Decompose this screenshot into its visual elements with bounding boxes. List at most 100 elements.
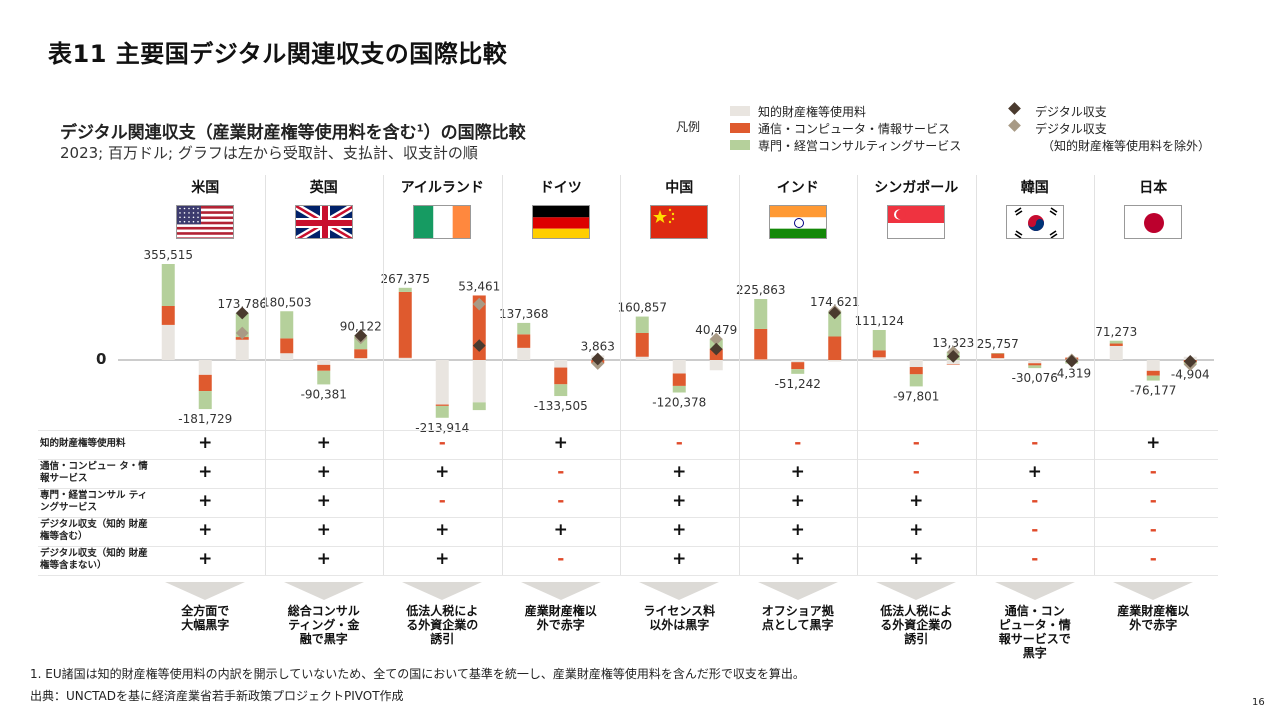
bar-segment <box>909 360 923 368</box>
us-flag-icon <box>176 205 235 239</box>
legend-item-ip: 知的財産権等使用料 <box>758 105 867 119</box>
arrow-down-icon <box>1113 582 1194 600</box>
bar-segment <box>991 353 1005 354</box>
minus-sign: - <box>1031 491 1039 511</box>
plus-sign: + <box>672 549 687 569</box>
bar-segment <box>161 264 175 306</box>
conclusion-line: 産業財産権以 <box>524 604 597 618</box>
arrow-down-icon <box>520 582 601 600</box>
bar-segment <box>398 357 412 360</box>
bar-segment <box>317 360 331 365</box>
data-label: 137,368 <box>499 307 549 321</box>
table-top-separator <box>38 430 1218 431</box>
minus-sign: - <box>1031 520 1039 540</box>
conclusion-line: 通信・コン <box>1004 604 1065 618</box>
bar-segment <box>672 360 686 374</box>
conclusion-line: ピュータ・情 <box>998 618 1071 632</box>
minus-sign: - <box>557 491 565 511</box>
bar-segment <box>635 332 649 357</box>
data-label: 111,124 <box>854 314 904 328</box>
japan-flag-icon <box>1124 205 1183 239</box>
india-flag-icon <box>768 205 827 239</box>
plus-sign: + <box>198 491 213 511</box>
plus-sign: + <box>909 549 924 569</box>
table-row-label: 知的財産権等使用料 <box>40 438 126 449</box>
bar-segment <box>709 360 723 371</box>
table-row-separator <box>38 488 1218 489</box>
country-conclusion: 低法人税によ る外資企業の 誘引 <box>864 604 968 646</box>
legend: 知的財産権等使用料 通信・コンピュータ・情報サービス 専門・経営コンサルティング… <box>730 102 1250 155</box>
country-conclusion: オフショア拠 点として黒字 <box>746 604 850 632</box>
balance-marker-excl <box>235 326 249 340</box>
bar-segment <box>1146 375 1160 381</box>
legend-swatch-ip <box>730 106 750 116</box>
country-name: ドイツ <box>539 180 582 196</box>
bar-segment <box>828 360 842 362</box>
data-label: 90,122 <box>340 320 382 334</box>
plus-sign: + <box>790 549 805 569</box>
source: 出典：UNCTADを基に経済産業省若手新政策プロジェクトPIVOT作成 <box>30 689 404 703</box>
column-separator <box>383 175 384 575</box>
korea-flag-icon <box>1005 205 1064 239</box>
bar-segment <box>1028 363 1042 366</box>
balance-marker-incl <box>235 306 249 320</box>
plus-sign: + <box>672 491 687 511</box>
plus-sign: + <box>316 433 331 453</box>
conclusion-line: 誘引 <box>904 632 929 646</box>
plus-sign: + <box>1027 462 1042 482</box>
minus-sign: - <box>1149 462 1157 482</box>
balance-marker-excl <box>472 297 486 311</box>
data-label: 267,375 <box>380 272 430 286</box>
singapore-flag-icon <box>887 205 946 239</box>
bar-segment <box>398 291 412 358</box>
bar-segment <box>354 358 368 360</box>
data-label: -51,242 <box>775 377 821 391</box>
column-separator <box>1094 175 1095 575</box>
legend-swatch-consulting <box>730 140 750 150</box>
data-label: 173,786 <box>217 297 267 311</box>
minus-sign: - <box>912 433 920 453</box>
bar-segment <box>791 360 805 363</box>
page-title: 表11 主要国デジタル関連収支の国際比較 <box>48 40 508 68</box>
conclusion-line: 報サービスで <box>998 632 1071 646</box>
bar-segment <box>1028 365 1042 369</box>
minus-sign: - <box>1149 520 1157 540</box>
bar-segment <box>1109 345 1123 360</box>
plus-sign: + <box>198 462 213 482</box>
bar-segment <box>517 334 531 348</box>
plus-sign: + <box>1146 433 1161 453</box>
bar-segment <box>909 374 923 387</box>
footnote-ref: 1 <box>416 123 424 135</box>
data-label: 225,863 <box>736 283 786 297</box>
plus-sign: + <box>790 491 805 511</box>
bar-segment <box>198 391 212 410</box>
bar-segment <box>554 367 568 385</box>
plus-sign: + <box>553 433 568 453</box>
data-label: -120,378 <box>652 396 706 410</box>
table-row-separator <box>38 546 1218 547</box>
minus-sign: - <box>1149 549 1157 569</box>
bar-segment <box>754 359 768 360</box>
minus-sign: - <box>438 491 446 511</box>
legend-marker-excl: デジタル収支 <box>1035 122 1107 136</box>
data-label: -133,505 <box>534 399 588 413</box>
data-label: 174,621 <box>810 295 860 309</box>
legend-item-consulting: 専門・経営コンサルティングサービス <box>758 139 962 153</box>
plus-sign: + <box>316 549 331 569</box>
bar-segment <box>754 328 768 360</box>
bar-segment <box>872 357 886 360</box>
country-conclusion: 産業財産権以 外で赤字 <box>1101 604 1205 632</box>
minus-sign: - <box>1149 491 1157 511</box>
arrow-down-icon <box>876 582 957 600</box>
plus-sign: + <box>435 549 450 569</box>
data-label: -76,177 <box>1130 384 1176 398</box>
country-conclusion: 通信・コン ピュータ・情 報サービスで 黒字 <box>983 604 1087 660</box>
arrow-down-icon <box>994 582 1075 600</box>
minus-sign: - <box>794 433 802 453</box>
country-name: 日本 <box>1139 180 1168 196</box>
bar-segment <box>280 311 294 339</box>
bar-segment <box>1146 370 1160 376</box>
plus-sign: + <box>316 520 331 540</box>
conclusion-line: 低法人税によ <box>406 604 479 618</box>
data-label: 180,503 <box>262 295 312 309</box>
